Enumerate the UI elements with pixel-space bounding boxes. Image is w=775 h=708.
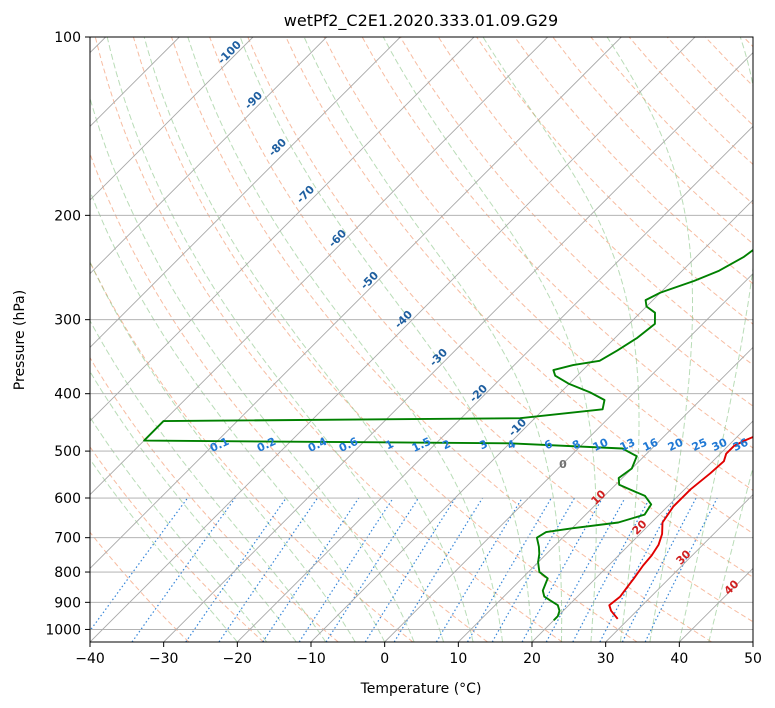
x-axis: −40 −30 −20 −10 0 10 20 30 40 50 xyxy=(75,642,762,667)
moist-adiabat xyxy=(90,189,386,642)
isotherm xyxy=(310,199,753,642)
x-tick-label: −20 xyxy=(223,651,253,667)
zero-isotherm-label: 0 xyxy=(559,458,567,471)
moist-adiabat xyxy=(382,37,597,642)
dry-adiabat xyxy=(90,446,264,642)
sounding-series xyxy=(143,248,753,621)
moist-adiabat xyxy=(90,260,356,642)
y-tick-label: 900 xyxy=(54,595,81,611)
x-tick-label: 0 xyxy=(380,651,389,667)
y-axis-label: Pressure (hPa) xyxy=(12,290,28,390)
dry-adiabat xyxy=(90,531,190,642)
moist-adiabat xyxy=(90,458,238,642)
y-axis: 100 200 300 400 500 600 700 800 900 1000 xyxy=(45,30,90,638)
x-tick-label: 40 xyxy=(670,651,688,667)
dry-adiabat xyxy=(361,37,753,449)
mixing-ratio-line xyxy=(90,497,189,632)
isotherm xyxy=(163,52,753,642)
y-tick-label: 200 xyxy=(54,208,81,224)
isotherm xyxy=(90,37,254,201)
dry-adiabat xyxy=(399,37,753,407)
x-axis-label: Temperature (°C) xyxy=(360,681,482,697)
isotherm xyxy=(90,37,548,496)
moist-adiabat xyxy=(106,37,445,642)
temperature-line xyxy=(608,435,753,620)
mixing-ratio-label: 20 xyxy=(666,436,686,454)
chart-title: wetPf2_C2E1.2020.333.01.09.G29 xyxy=(284,11,558,31)
moist-adiabat xyxy=(239,37,533,642)
dry-adiabat xyxy=(323,37,753,491)
isotherm xyxy=(237,125,753,642)
y-tick-label: 800 xyxy=(54,565,81,581)
mixing-ratio-line xyxy=(435,497,523,642)
mixing-ratio-label: 25 xyxy=(690,436,709,454)
dry-adiabat xyxy=(90,356,339,642)
y-tick-label: 500 xyxy=(54,444,81,460)
mixing-ratio-label: 16 xyxy=(641,436,661,454)
isotherm xyxy=(384,273,753,642)
y-tick-label: 400 xyxy=(54,387,81,403)
mixing-ratio-line xyxy=(599,497,676,642)
moist-adiabat xyxy=(90,370,297,642)
moist-adiabat xyxy=(187,37,503,642)
isotherm xyxy=(90,37,622,569)
x-tick-label: 30 xyxy=(597,651,615,667)
x-tick-label: −30 xyxy=(149,651,179,667)
dry-adiabat xyxy=(437,37,753,366)
mixing-ratio-line xyxy=(262,497,360,642)
isotherm xyxy=(605,494,753,642)
mixing-ratio-line xyxy=(572,497,651,642)
mixing-ratio-line xyxy=(621,497,697,642)
isotherm xyxy=(90,37,401,348)
x-tick-label: −10 xyxy=(296,651,326,667)
dry-adiabat xyxy=(514,37,753,285)
dry-adiabat xyxy=(132,37,638,642)
y-tick-label: 700 xyxy=(54,531,81,547)
dry-adiabat xyxy=(209,37,753,623)
isotherm xyxy=(531,420,753,642)
mixing-ratio-line xyxy=(545,497,626,642)
moist-adiabat xyxy=(143,37,474,642)
moist-adiabat xyxy=(678,37,753,642)
y-tick-label: 1000 xyxy=(45,622,81,638)
dry-adiabat xyxy=(285,37,753,535)
y-tick-label: 300 xyxy=(54,313,81,329)
mixing-ratio-label: 10 xyxy=(591,436,611,454)
mixing-ratio-label: 13 xyxy=(618,436,637,454)
dry-adiabat xyxy=(94,37,563,642)
mixing-ratio-line xyxy=(393,497,484,642)
plot-frame xyxy=(89,36,754,643)
x-tick-label: 10 xyxy=(449,651,467,667)
isotherm xyxy=(90,37,475,422)
x-tick-label: −40 xyxy=(75,651,105,667)
mixing-ratio-line xyxy=(644,497,718,642)
x-tick-label: 50 xyxy=(744,651,762,667)
mixing-ratio-label: 30 xyxy=(710,436,730,454)
x-tick-label: 20 xyxy=(523,651,541,667)
moist-adiabat xyxy=(482,37,640,642)
y-tick-label: 100 xyxy=(54,30,81,46)
dry-adiabat xyxy=(90,152,488,642)
moist-adiabat xyxy=(303,37,563,642)
dewpoint-line xyxy=(143,248,753,621)
mixing-ratio-label: 36 xyxy=(731,436,751,454)
isotherm xyxy=(90,37,696,642)
mixing-ratio-line xyxy=(364,497,456,642)
mixing-ratio-line xyxy=(131,497,236,642)
moist-adiabat xyxy=(90,416,268,642)
y-tick-label: 600 xyxy=(54,491,81,507)
isotherm xyxy=(458,346,753,642)
isotherm xyxy=(90,37,327,275)
dry-adiabat xyxy=(171,37,712,642)
